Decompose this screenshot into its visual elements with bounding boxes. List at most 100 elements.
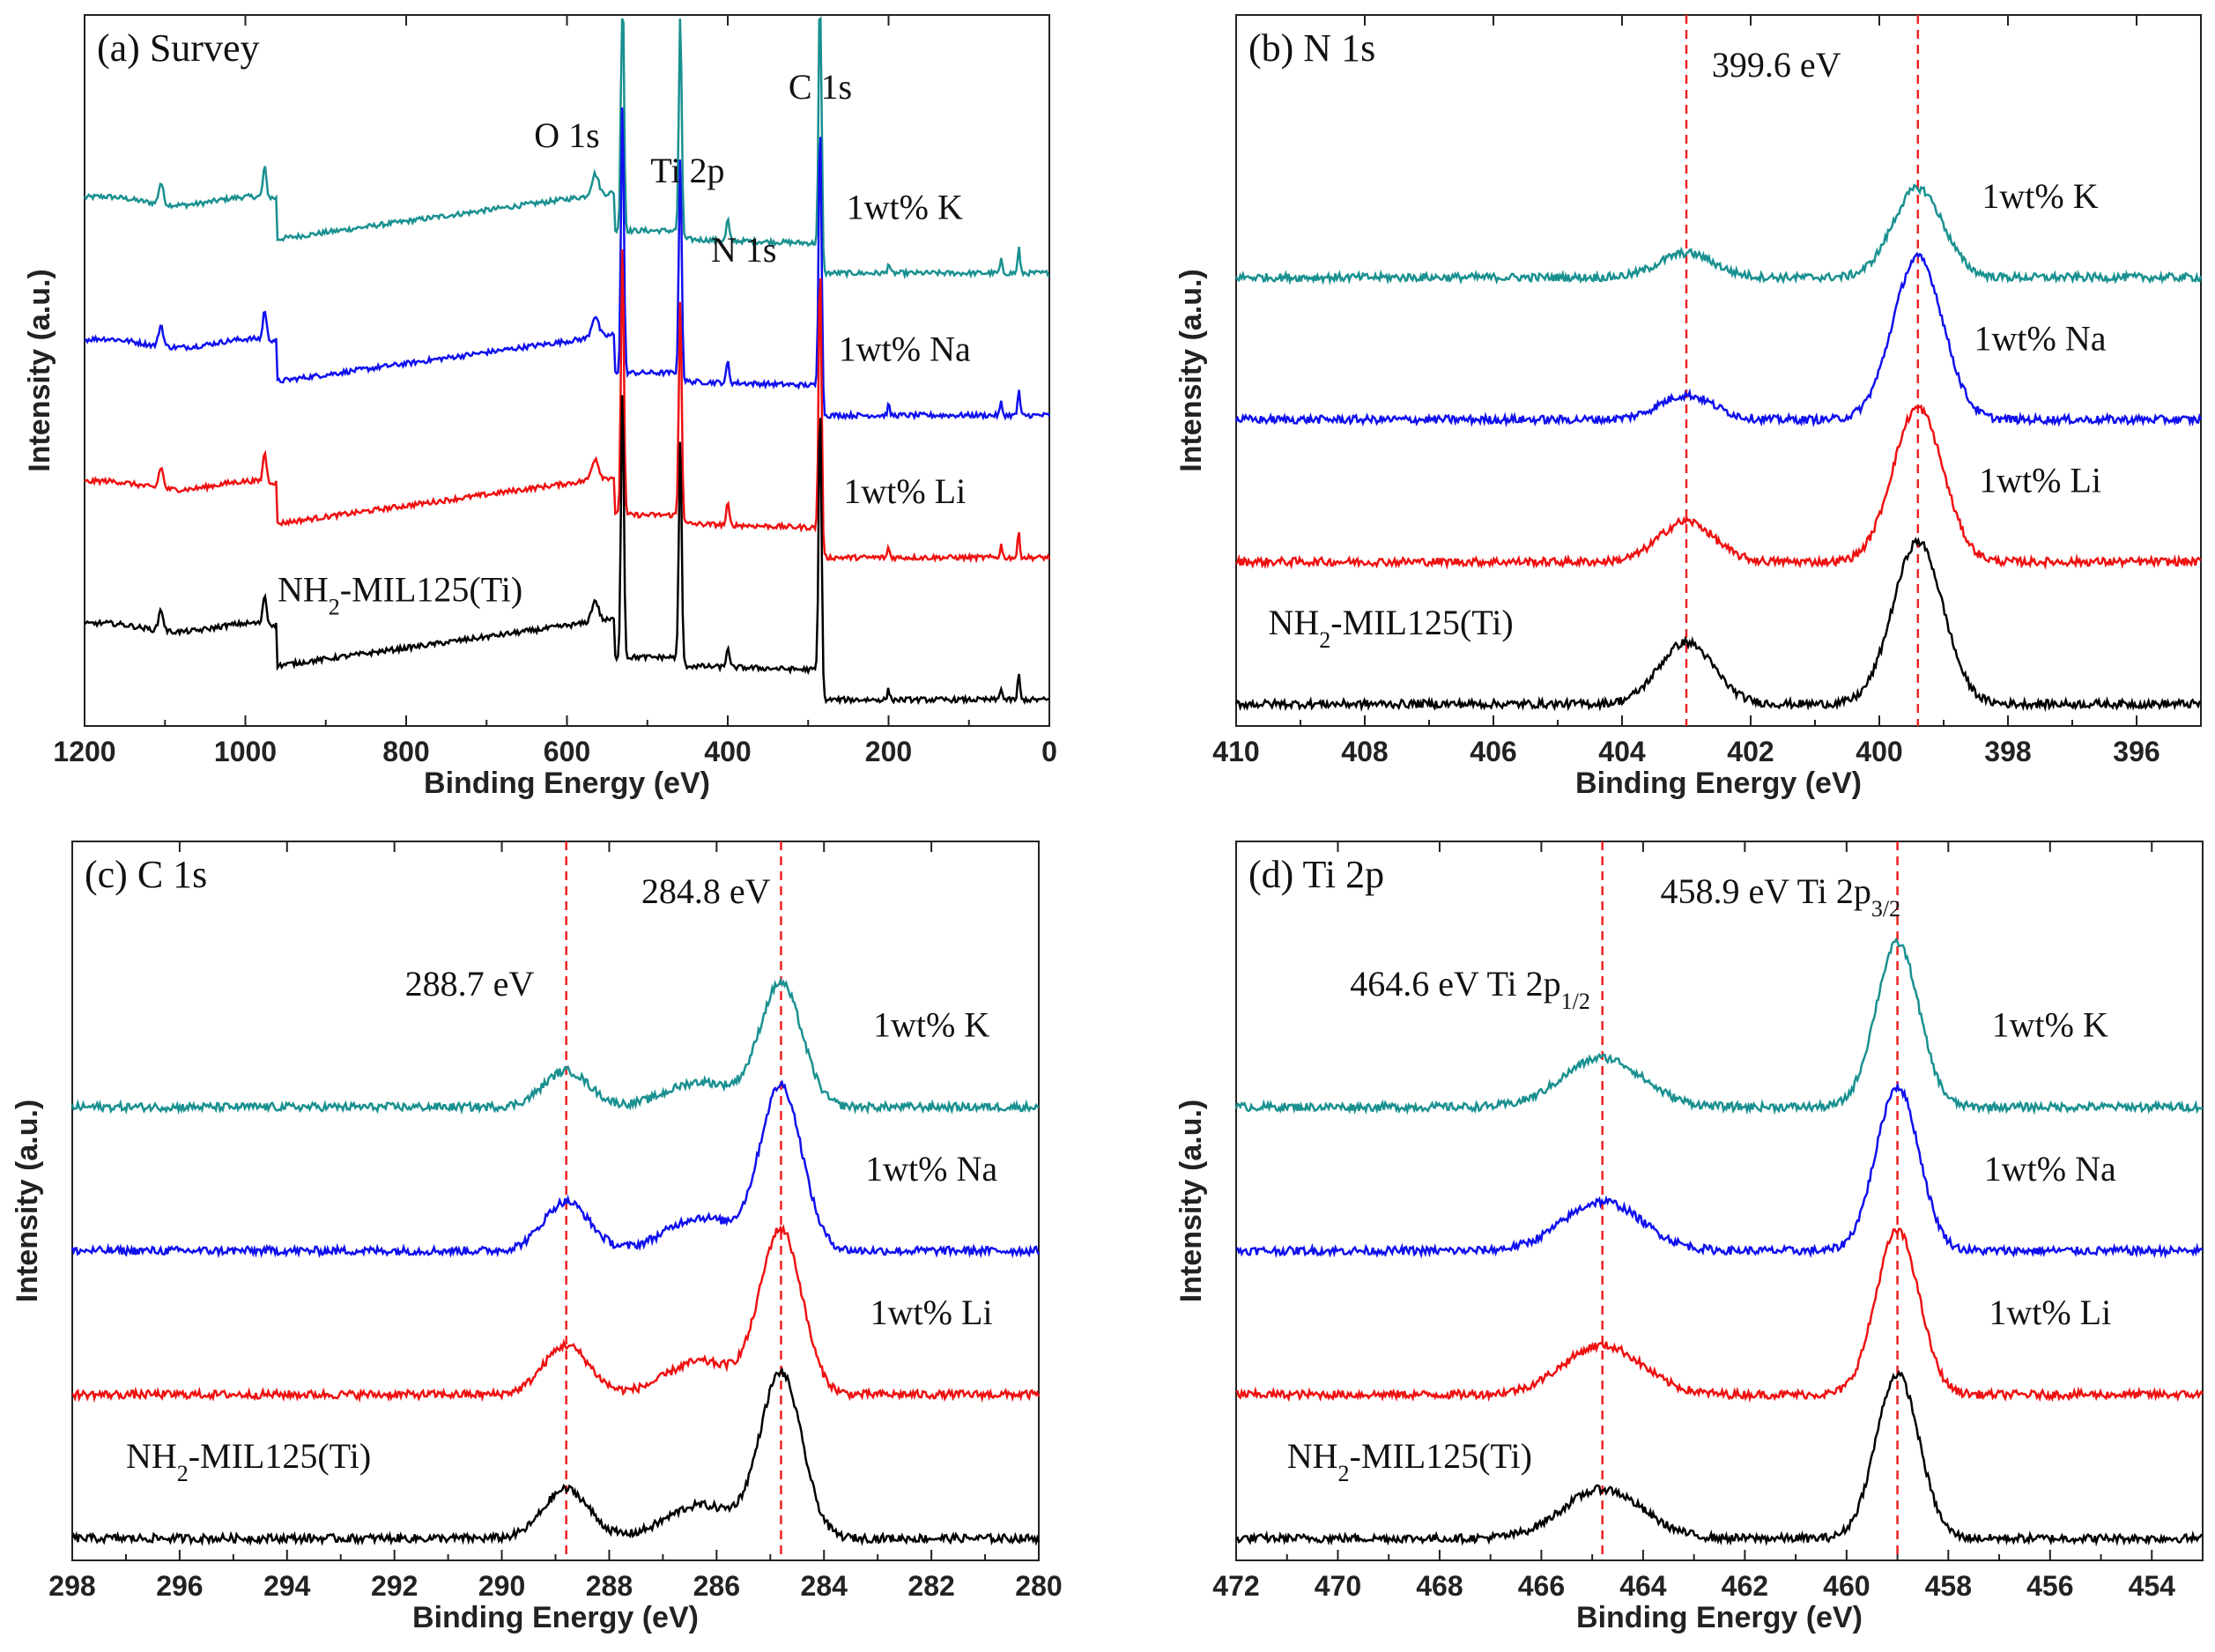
series-label: NH2-MIL125(Ti): [1287, 1436, 1532, 1486]
series-label-sub: 2: [177, 1461, 189, 1486]
x-tick-label: 410: [1212, 736, 1259, 767]
series-label-main: NH: [126, 1436, 177, 1476]
series-label-rest: -MIL125(Ti): [1350, 1436, 1532, 1476]
series-line-2: [71, 1223, 1041, 1404]
x-tick-label: 1000: [214, 736, 277, 767]
series-line-2: [1235, 1227, 2204, 1404]
peak-annotation-main: 458.9 eV Ti 2p: [1660, 871, 1871, 911]
x-tick-label: 406: [1470, 736, 1516, 767]
x-tick-label: 284: [801, 1570, 848, 1602]
x-axis-label: Binding Energy (eV): [424, 767, 710, 800]
x-tick-label: 464: [1619, 1570, 1667, 1602]
series-label: 1wt% Na: [1984, 1149, 2116, 1189]
panel-0: 1200 1000 800 600 400 200 0 Binding Energy (eV)…: [23, 14, 1057, 800]
peak-annotation: 399.6 eV: [1712, 45, 1841, 85]
series-label: 1wt% Na: [839, 330, 971, 369]
series-label: 1wt% Na: [865, 1149, 997, 1189]
peak-annotation: 284.8 eV: [641, 871, 771, 911]
x-tick-label: 298: [48, 1570, 95, 1602]
x-tick-label: 288: [586, 1570, 633, 1602]
x-tick-label: 456: [2026, 1570, 2073, 1602]
series-label-main: NH: [278, 570, 329, 610]
series-label-main: NH: [1269, 603, 1320, 642]
x-tick-label: 600: [544, 736, 590, 767]
series-label: 1wt% Li: [843, 471, 966, 511]
series-label-rest: -MIL125(Ti): [189, 1436, 371, 1476]
panel-title: (d) Ti 2p: [1248, 853, 1384, 896]
x-tick-label: 280: [1015, 1570, 1062, 1602]
x-tick-label: 286: [693, 1570, 740, 1602]
x-axis-label: Binding Energy (eV): [1575, 767, 1862, 800]
x-tick-label: 404: [1598, 736, 1646, 767]
series-label-sub: 2: [1338, 1461, 1350, 1486]
peak-annotation: 464.6 eV Ti 2p1/2: [1350, 964, 1590, 1014]
series-label: NH2-MIL125(Ti): [1269, 603, 1514, 653]
series-line-0: [84, 16, 1050, 280]
series-line-3: [84, 395, 1050, 706]
series-line-2: [1235, 404, 2202, 570]
x-axis-label: Binding Energy (eV): [412, 1601, 699, 1634]
x-tick-label: 472: [1212, 1570, 1259, 1602]
x-tick-label: 400: [1856, 736, 1902, 767]
x-tick-label: 408: [1341, 736, 1388, 767]
x-tick-label: 0: [1041, 736, 1057, 767]
series-label: 1wt% K: [873, 1005, 989, 1045]
series-label: 1wt% Na: [1974, 318, 2107, 358]
x-tick-label: 290: [478, 1570, 525, 1602]
series-line-3: [70, 1367, 1041, 1546]
x-tick-label: 800: [382, 736, 429, 767]
peak-annotation-sub: 3/2: [1871, 896, 1900, 922]
x-tick-label: 398: [1984, 736, 2031, 767]
peak-label: Ti 2p: [650, 151, 724, 190]
peak-annotation-main: 464.6 eV Ti 2p: [1350, 964, 1560, 1004]
panel-2: 298 296 294 292 290 288 286 284 282 280 Binding En…: [11, 841, 1063, 1634]
series-label: 1wt% Li: [870, 1293, 993, 1332]
series-line-3: [1236, 1369, 2204, 1547]
plot-frame: [1235, 841, 2204, 1561]
x-tick-label: 294: [263, 1570, 311, 1602]
series-line-1: [1234, 251, 2203, 428]
x-tick-label: 296: [156, 1570, 203, 1602]
y-axis-label: Intensity (a.u.): [1174, 269, 1208, 471]
series-label-rest: -MIL125(Ti): [1330, 603, 1513, 642]
y-axis-label: Intensity (a.u.): [1174, 1100, 1208, 1302]
plot-frame: [1235, 14, 2202, 727]
peak-annotation-sub: 1/2: [1561, 989, 1590, 1014]
peak-label: N 1s: [711, 230, 776, 270]
x-tick-label: 466: [1518, 1570, 1565, 1602]
series-label-sub: 2: [1319, 627, 1330, 653]
x-tick-label: 462: [1722, 1570, 1768, 1602]
series-label-main: NH: [1287, 1436, 1338, 1476]
series-label: NH2-MIL125(Ti): [126, 1436, 371, 1486]
y-axis-label: Intensity (a.u.): [23, 269, 56, 471]
x-tick-label: 292: [371, 1570, 418, 1602]
series-label: 1wt% K: [1982, 176, 2098, 216]
y-axis-label: Intensity (a.u.): [11, 1100, 44, 1302]
x-tick-label: 282: [907, 1570, 954, 1602]
x-tick-label: 458: [1925, 1570, 1972, 1602]
series-label: NH2-MIL125(Ti): [278, 570, 522, 620]
peak-annotation: 288.7 eV: [405, 964, 535, 1004]
x-tick-label: 468: [1416, 1570, 1463, 1602]
x-tick-label: 470: [1315, 1570, 1361, 1602]
series-label: 1wt% Li: [1989, 1293, 2111, 1332]
series-line-0: [1234, 937, 2204, 1115]
x-tick-label: 460: [1823, 1570, 1870, 1602]
x-tick-label: 402: [1727, 736, 1774, 767]
series-label-rest: -MIL125(Ti): [340, 570, 522, 610]
peak-label: C 1s: [789, 67, 852, 107]
series-line-1: [84, 107, 1051, 421]
peak-label: O 1s: [534, 115, 599, 155]
x-tick-label: 396: [2113, 736, 2159, 767]
series-label: 1wt% K: [847, 187, 963, 226]
panel-1: 410 408 406 404 402 400 398 396 Binding Energy (…: [1174, 14, 2203, 800]
x-tick-label: 200: [865, 736, 912, 767]
series-label-sub: 2: [329, 594, 340, 619]
panel-title: (a) Survey: [97, 26, 260, 70]
series-label: 1wt% K: [1992, 1005, 2108, 1045]
x-tick-label: 1200: [53, 736, 115, 767]
series-label: 1wt% Li: [1979, 461, 2101, 500]
x-tick-label: 400: [704, 736, 751, 767]
series-line-0: [1234, 183, 2203, 285]
panel-title: (c) C 1s: [85, 853, 207, 896]
